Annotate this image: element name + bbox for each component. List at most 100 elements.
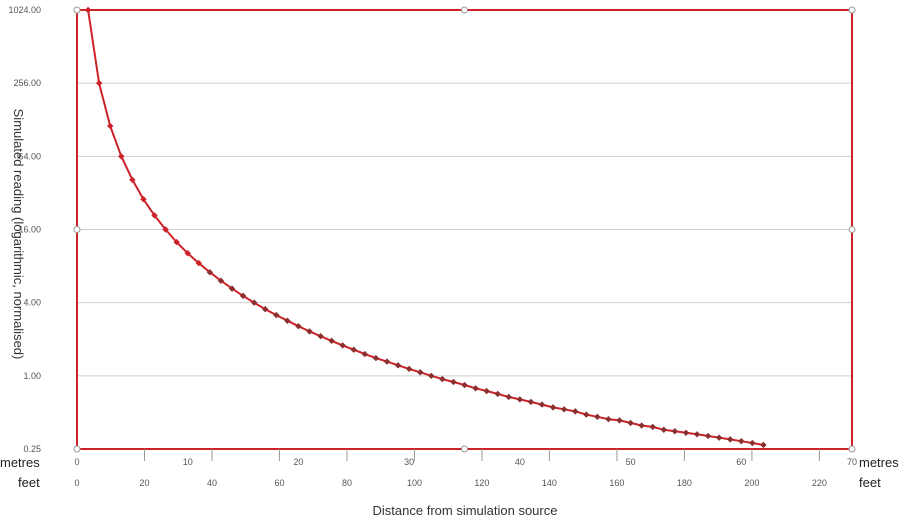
data-point bbox=[660, 426, 667, 433]
x-tick-label-feet: 200 bbox=[744, 478, 759, 488]
data-point bbox=[483, 387, 490, 395]
data-point bbox=[727, 436, 734, 443]
data-point bbox=[361, 350, 369, 358]
data-point bbox=[605, 415, 612, 423]
data-point bbox=[505, 393, 512, 401]
data-point bbox=[383, 358, 391, 365]
y-tick-label: 16.00 bbox=[18, 225, 41, 235]
data-point bbox=[394, 362, 402, 369]
x-unit-feet-left: feet bbox=[18, 475, 40, 490]
resize-handle[interactable] bbox=[461, 445, 468, 453]
data-point bbox=[671, 428, 679, 435]
data-point bbox=[405, 365, 413, 373]
data-point bbox=[328, 337, 335, 345]
data-point bbox=[461, 381, 468, 389]
x-tick-label-feet: 40 bbox=[207, 478, 217, 488]
data-point bbox=[572, 408, 579, 415]
data-point bbox=[428, 372, 435, 380]
data-point bbox=[682, 429, 690, 436]
data-point bbox=[228, 285, 236, 292]
data-point bbox=[273, 311, 280, 319]
data-point bbox=[693, 431, 701, 438]
x-tick-label-feet: 60 bbox=[274, 478, 284, 488]
resize-handle[interactable] bbox=[848, 226, 856, 233]
x-tick-label-metres: 20 bbox=[293, 457, 303, 467]
data-point bbox=[151, 212, 158, 219]
data-point bbox=[583, 411, 590, 418]
x-tick-label-metres: 60 bbox=[736, 457, 746, 467]
series-group bbox=[84, 6, 767, 449]
data-point bbox=[339, 342, 346, 349]
data-point bbox=[616, 417, 623, 424]
y-tick-label: 4.00 bbox=[23, 298, 41, 308]
data-point bbox=[95, 79, 103, 87]
y-tick-label: 1.00 bbox=[23, 371, 41, 381]
data-point bbox=[627, 419, 634, 427]
x-unit-metres-left: metres bbox=[0, 455, 40, 470]
data-point bbox=[439, 375, 446, 383]
data-point bbox=[472, 385, 479, 392]
resize-handle[interactable] bbox=[461, 6, 468, 14]
x-tick-label-feet: 20 bbox=[139, 478, 149, 488]
data-point bbox=[284, 317, 291, 324]
x-tick-label-metres: 40 bbox=[515, 457, 525, 467]
data-point bbox=[306, 328, 313, 335]
data-point bbox=[527, 398, 535, 406]
x-tick-label-feet: 120 bbox=[474, 478, 489, 488]
data-point bbox=[649, 423, 656, 431]
resize-handle[interactable] bbox=[848, 6, 856, 14]
resize-handle[interactable] bbox=[848, 445, 856, 453]
data-point bbox=[140, 196, 147, 203]
x-axis-title: Distance from simulation source bbox=[373, 503, 558, 516]
x-tick-label-feet: 180 bbox=[677, 478, 692, 488]
x-tick-label-feet: 80 bbox=[342, 478, 352, 488]
data-point bbox=[295, 323, 302, 330]
x-unit-feet-right: feet bbox=[859, 475, 881, 490]
data-point bbox=[715, 434, 723, 441]
data-point bbox=[494, 390, 501, 398]
x-tick-label-feet: 100 bbox=[407, 478, 422, 488]
data-point bbox=[317, 332, 324, 340]
y-tick-label: 256.00 bbox=[13, 78, 41, 88]
data-point bbox=[738, 437, 745, 445]
y-tick-labels: 1024.00 256.00 64.00 16.00 4.00 1.00 0.25 bbox=[8, 5, 41, 454]
y-tick-label: 64.00 bbox=[18, 151, 41, 161]
x-tick-label-metres: 50 bbox=[626, 457, 636, 467]
resize-handle[interactable] bbox=[73, 445, 81, 453]
data-point bbox=[262, 305, 269, 313]
y-tick-label: 1024.00 bbox=[8, 5, 41, 15]
x-tick-labels-feet: 0 20 40 60 80 100 120 140 160 180 200 220 bbox=[74, 449, 827, 488]
data-point bbox=[173, 238, 180, 246]
data-point bbox=[549, 404, 557, 411]
data-point bbox=[372, 354, 380, 362]
data-point bbox=[107, 122, 114, 130]
x-tick-labels-metres: 0 10 20 30 40 50 60 70 bbox=[74, 457, 857, 467]
data-point bbox=[594, 413, 601, 421]
x-tick-label-metres: 70 bbox=[847, 457, 857, 467]
data-point bbox=[417, 369, 424, 376]
x-tick-label-metres: 30 bbox=[404, 457, 414, 467]
resize-handle[interactable] bbox=[73, 6, 81, 14]
x-tick-label-metres: 10 bbox=[183, 457, 193, 467]
resize-handle[interactable] bbox=[73, 226, 81, 233]
data-point bbox=[206, 269, 214, 276]
data-point bbox=[749, 439, 756, 447]
data-point bbox=[217, 277, 225, 284]
series-line bbox=[87, 9, 764, 446]
data-point bbox=[84, 6, 92, 14]
data-point bbox=[162, 226, 169, 233]
data-point bbox=[638, 422, 645, 429]
data-point bbox=[118, 153, 125, 160]
data-point bbox=[516, 396, 524, 403]
data-point bbox=[350, 346, 357, 353]
x-tick-label-metres: 0 bbox=[74, 457, 79, 467]
y-axis-title: Simulated reading (logarithmic, normalis… bbox=[11, 109, 26, 360]
data-point bbox=[450, 378, 457, 386]
data-point bbox=[129, 176, 136, 184]
data-point bbox=[184, 250, 191, 257]
data-point bbox=[704, 432, 712, 440]
data-point bbox=[239, 292, 247, 300]
selection-handles[interactable] bbox=[73, 6, 856, 453]
x-tick-label-feet: 160 bbox=[609, 478, 624, 488]
